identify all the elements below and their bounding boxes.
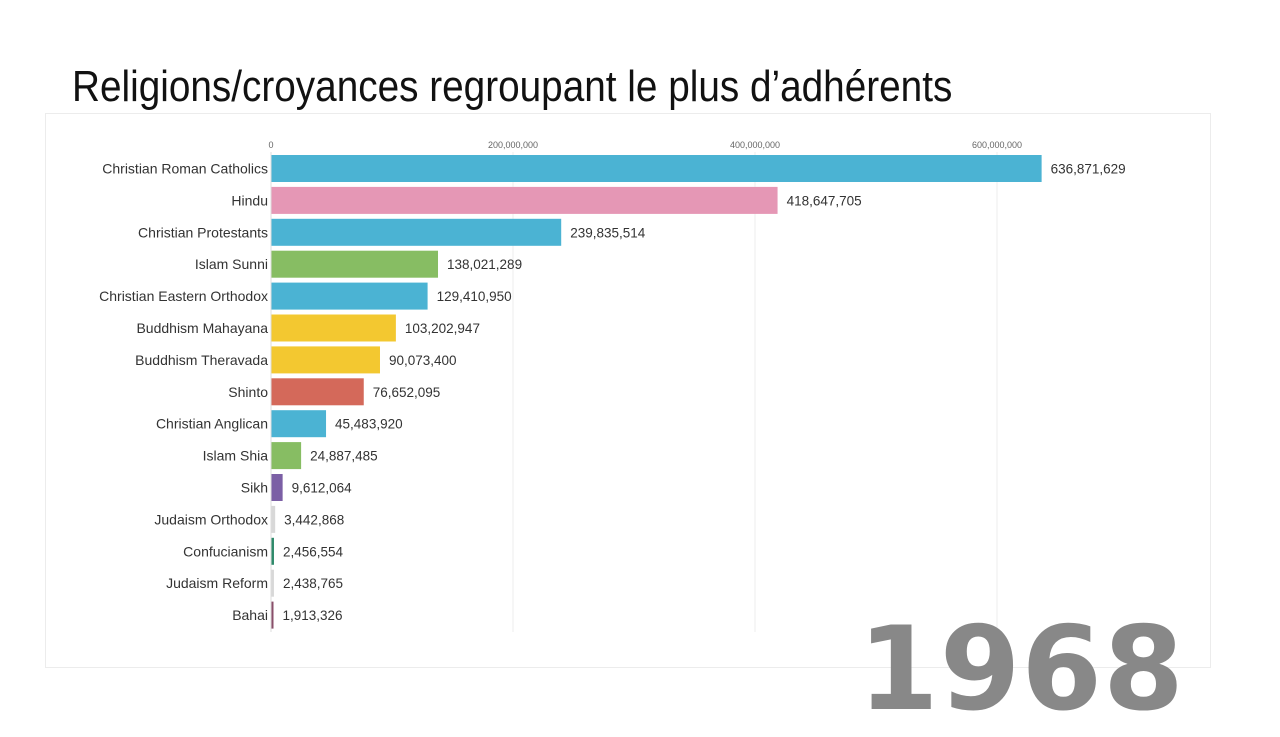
value-label: 3,442,868	[284, 512, 344, 527]
value-label: 1,913,326	[283, 608, 343, 623]
value-label: 636,871,629	[1051, 162, 1126, 177]
value-label: 103,202,947	[405, 321, 480, 336]
value-label: 129,410,950	[437, 289, 512, 304]
category-label: Judaism Reform	[166, 575, 268, 591]
bar-chart: 0 200,000,000 400,000,000 600,000,000 Christ…	[99, 140, 1126, 632]
x-tick-label: 600,000,000	[972, 140, 1022, 150]
category-label: Buddhism Mahayana	[136, 320, 268, 336]
category-label: Judaism Orthodox	[154, 511, 268, 527]
bar	[271, 601, 274, 629]
value-label: 2,456,554	[283, 544, 344, 559]
bar	[271, 282, 428, 310]
value-label: 90,073,400	[389, 353, 457, 368]
category-label: Christian Roman Catholics	[102, 161, 268, 177]
category-label: Hindu	[231, 192, 268, 208]
category-label: Shinto	[228, 384, 268, 400]
bar	[271, 314, 396, 342]
value-label: 418,647,705	[787, 193, 862, 208]
bar	[271, 474, 283, 501]
year-label: 1968	[858, 602, 1185, 737]
bar	[271, 505, 276, 533]
value-label: 9,612,064	[292, 481, 353, 496]
page-title: Religions/croyances regroupant le plus d…	[72, 62, 953, 111]
x-tick-label: 200,000,000	[488, 140, 538, 150]
bar	[271, 155, 1042, 182]
category-label: Bahai	[232, 607, 268, 623]
category-label: Buddhism Theravada	[135, 352, 268, 368]
bar	[271, 378, 364, 406]
bar	[271, 442, 302, 470]
value-label: 24,887,485	[310, 449, 378, 464]
x-tick-label: 400,000,000	[730, 140, 780, 150]
chart-frame: 0 200,000,000 400,000,000 600,000,000 Christ…	[45, 113, 1211, 737]
category-label: Islam Sunni	[195, 256, 268, 272]
category-label: Christian Anglican	[156, 416, 268, 432]
bar	[271, 346, 380, 374]
bar	[271, 410, 327, 438]
value-label: 76,652,095	[373, 385, 441, 400]
value-label: 2,438,765	[283, 576, 343, 591]
bar	[271, 250, 439, 278]
x-tick-label: 0	[268, 140, 273, 150]
value-label: 239,835,514	[570, 225, 646, 240]
category-label: Christian Eastern Orthodox	[99, 288, 268, 304]
category-label: Confucianism	[183, 543, 268, 559]
category-label: Christian Protestants	[138, 224, 268, 240]
category-label: Islam Shia	[203, 448, 269, 464]
bar	[271, 186, 778, 214]
value-label: 138,021,289	[447, 257, 522, 272]
bar	[271, 218, 562, 246]
category-label: Sikh	[241, 480, 268, 496]
value-label: 45,483,920	[335, 417, 403, 432]
bar	[271, 569, 274, 597]
bar	[271, 537, 274, 565]
